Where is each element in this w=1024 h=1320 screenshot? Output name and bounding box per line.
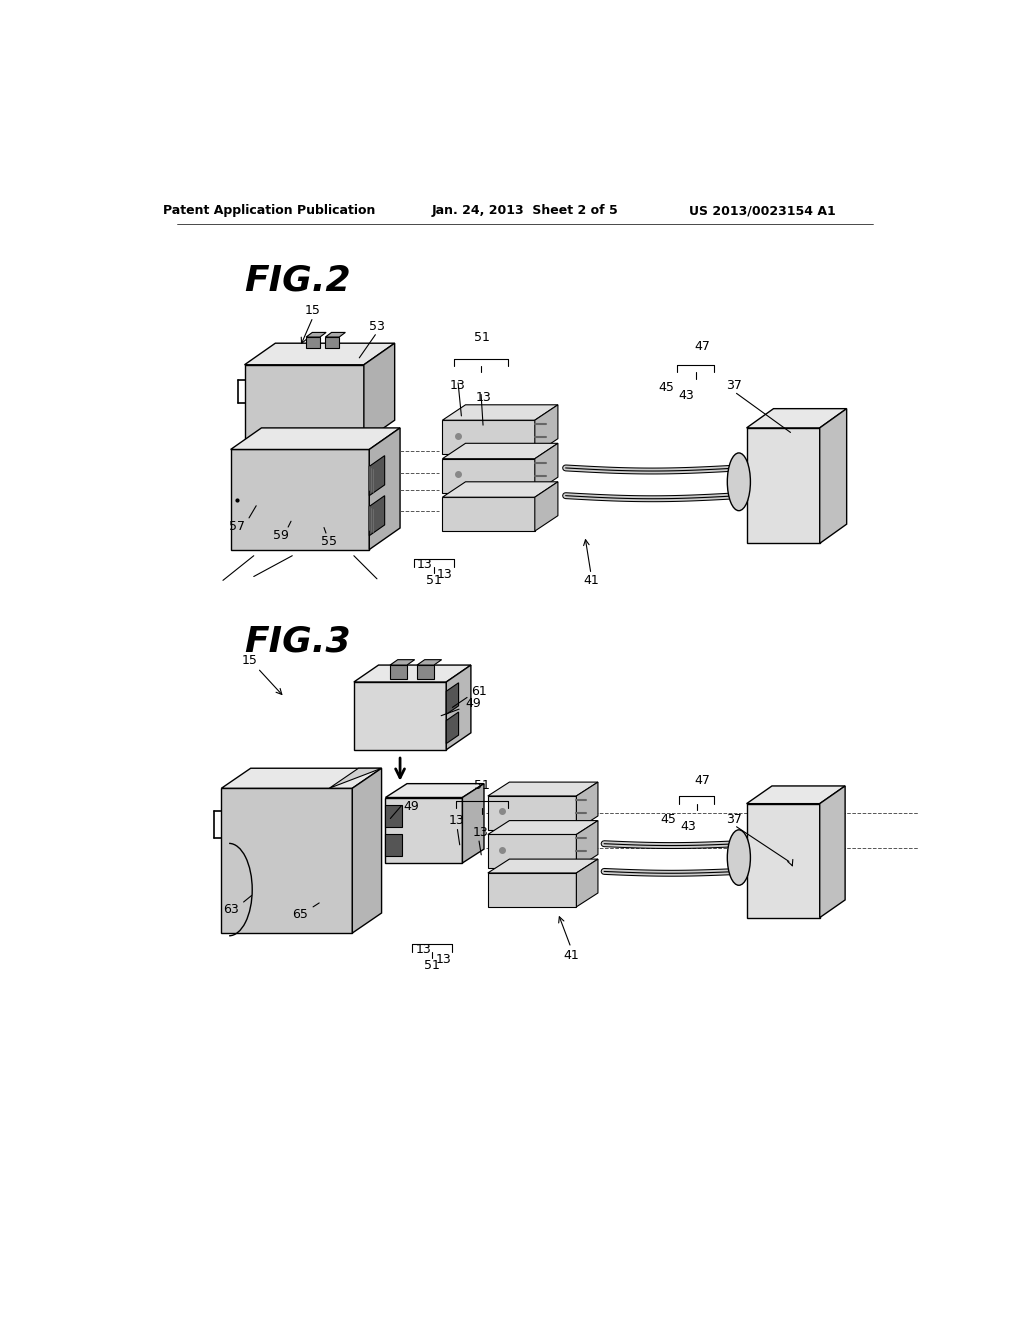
Text: 43: 43 [679,389,694,403]
Text: 51: 51 [474,330,489,343]
Polygon shape [487,859,598,873]
Text: 59: 59 [272,529,289,543]
Polygon shape [442,444,558,459]
Text: 49: 49 [403,800,419,813]
Polygon shape [487,796,577,830]
Polygon shape [354,682,446,750]
Text: 51: 51 [424,958,439,972]
Polygon shape [746,409,847,428]
Text: 53: 53 [369,319,385,333]
Polygon shape [385,797,463,863]
Polygon shape [230,449,370,549]
Text: 13: 13 [435,953,451,966]
Text: 45: 45 [660,813,676,825]
Polygon shape [326,337,339,348]
Polygon shape [390,660,415,665]
Polygon shape [487,781,598,796]
Polygon shape [354,665,471,682]
Polygon shape [746,428,819,544]
Polygon shape [577,859,598,907]
Polygon shape [330,768,382,788]
Text: FIG.3: FIG.3 [245,624,351,659]
Polygon shape [385,805,402,826]
Polygon shape [819,409,847,544]
Text: 13: 13 [437,568,453,581]
Polygon shape [370,428,400,549]
Polygon shape [463,784,484,863]
Polygon shape [487,821,598,834]
Text: 49: 49 [465,697,481,710]
Text: 61: 61 [471,685,486,698]
Polygon shape [245,364,364,442]
Text: Jan. 24, 2013  Sheet 2 of 5: Jan. 24, 2013 Sheet 2 of 5 [431,205,618,218]
Polygon shape [442,498,535,531]
Text: 51: 51 [474,779,489,792]
Polygon shape [442,405,558,420]
Polygon shape [385,784,484,797]
Polygon shape [417,665,434,678]
Polygon shape [446,682,459,714]
Polygon shape [370,455,385,496]
Polygon shape [364,343,394,442]
Polygon shape [417,660,441,665]
Polygon shape [442,482,558,498]
Text: FIG.2: FIG.2 [245,263,351,297]
Polygon shape [352,768,382,933]
Polygon shape [442,420,535,454]
Polygon shape [577,781,598,830]
Text: 55: 55 [322,536,337,548]
Text: 63: 63 [223,903,239,916]
Text: 15: 15 [305,305,321,317]
Polygon shape [446,665,471,750]
Ellipse shape [727,453,751,511]
Text: 13: 13 [417,558,432,572]
Polygon shape [221,768,382,788]
Polygon shape [390,665,407,678]
Polygon shape [306,337,319,348]
Ellipse shape [727,830,751,886]
Text: US 2013/0023154 A1: US 2013/0023154 A1 [688,205,836,218]
Polygon shape [535,405,558,454]
Polygon shape [487,834,577,869]
Polygon shape [746,804,819,917]
Polygon shape [535,482,558,531]
Text: 41: 41 [563,949,579,962]
Text: 57: 57 [228,520,245,533]
Text: 47: 47 [694,339,710,352]
Text: 45: 45 [658,381,675,395]
Text: 13: 13 [450,379,466,392]
Text: Patent Application Publication: Patent Application Publication [163,205,376,218]
Text: 37: 37 [726,813,742,825]
Text: 43: 43 [680,820,696,833]
Text: 51: 51 [426,574,442,587]
Polygon shape [245,343,394,364]
Polygon shape [326,333,345,337]
Polygon shape [746,785,845,804]
Polygon shape [487,873,577,907]
Polygon shape [577,821,598,869]
Polygon shape [535,444,558,492]
Text: 37: 37 [726,379,742,392]
Polygon shape [370,496,385,536]
Polygon shape [446,711,459,743]
Polygon shape [221,788,352,933]
Text: 13: 13 [416,944,431,957]
Text: 65: 65 [292,908,308,921]
Polygon shape [230,428,400,449]
Polygon shape [442,459,535,492]
Polygon shape [306,333,326,337]
Text: 47: 47 [694,774,710,787]
Text: 13: 13 [450,814,465,828]
Text: 13: 13 [475,391,492,404]
Text: 13: 13 [473,825,488,838]
Text: 15: 15 [242,653,258,667]
Polygon shape [385,834,402,855]
Text: 41: 41 [583,574,599,587]
Polygon shape [819,785,845,917]
